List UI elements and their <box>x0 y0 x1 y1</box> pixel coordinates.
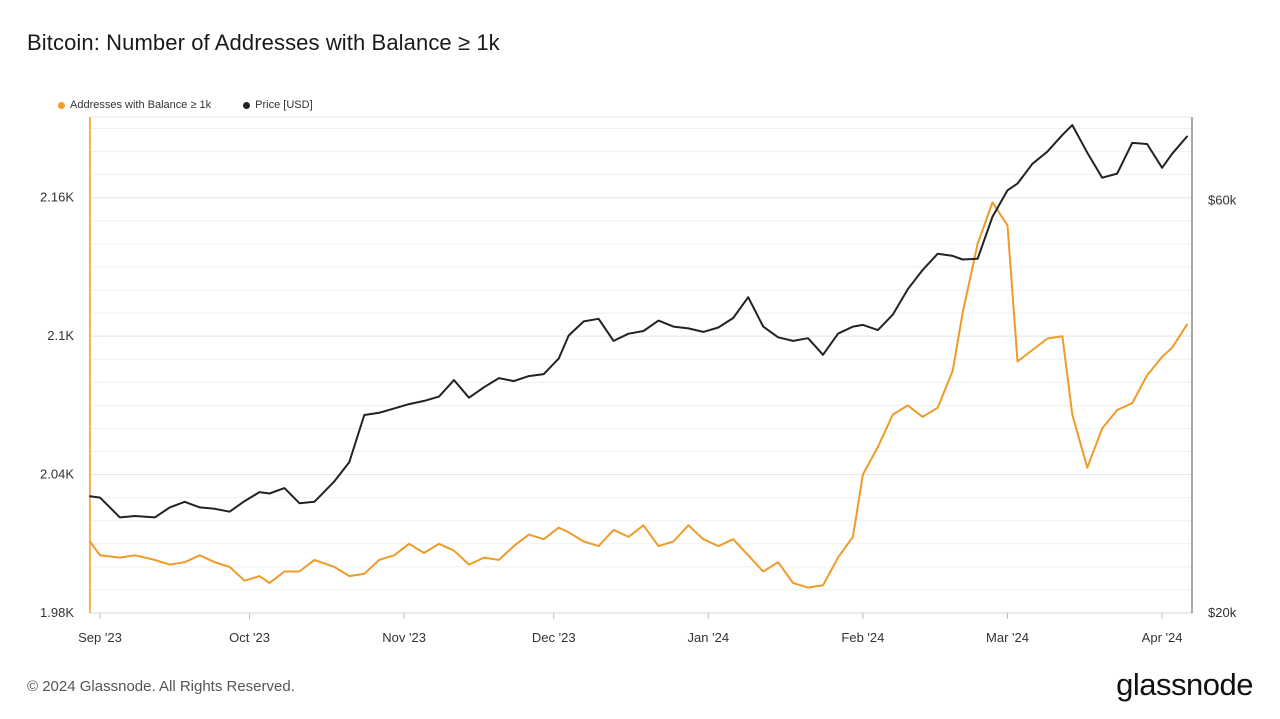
y-right-tick-label: $20k <box>1208 605 1237 620</box>
x-tick-label: Sep '23 <box>78 630 122 645</box>
chart-legend: Addresses with Balance ≥ 1k Price [USD] <box>58 99 313 111</box>
brand-logo: glassnode <box>1116 667 1253 702</box>
y-left-tick-label: 1.98K <box>40 605 74 620</box>
x-tick-label: Jan '24 <box>688 630 730 645</box>
copyright-notice: © 2024 Glassnode. All Rights Reserved. <box>27 678 295 695</box>
y-left-tick-label: 2.16K <box>40 190 74 205</box>
chart-title: Bitcoin: Number of Addresses with Balanc… <box>27 30 500 55</box>
legend-item-price[interactable]: Price [USD] <box>243 99 313 111</box>
series-line-addresses[interactable] <box>89 201 1188 589</box>
legend-dot-addresses <box>58 101 65 109</box>
y-right-tick-label: $60k <box>1208 193 1237 208</box>
x-tick-label: Feb '24 <box>841 630 884 645</box>
tick-labels: 1.98K 2.04K 2.1K 2.16K $20k $60k Sep '23 Oct '2… <box>40 190 1237 645</box>
y-left-tick-label: 2.04K <box>40 467 74 482</box>
legend-dot-price <box>243 101 251 109</box>
x-tick-label: Dec '23 <box>532 630 576 645</box>
legend-label-addresses: Addresses with Balance ≥ 1k <box>70 99 212 111</box>
legend-item-addresses[interactable]: Addresses with Balance ≥ 1k <box>58 99 211 111</box>
x-tick-label: Mar '24 <box>986 630 1029 645</box>
y-left-tick-label: 2.1K <box>47 328 74 343</box>
x-tick-label: Apr '24 <box>1142 630 1183 645</box>
series-line-price[interactable] <box>89 124 1188 519</box>
axes <box>89 116 1193 619</box>
x-tick-label: Nov '23 <box>382 630 426 645</box>
x-tick-label: Oct '23 <box>229 630 270 645</box>
series-lines[interactable] <box>89 124 1188 589</box>
grid-lines <box>90 128 1192 591</box>
legend-label-price: Price [USD] <box>255 99 313 111</box>
